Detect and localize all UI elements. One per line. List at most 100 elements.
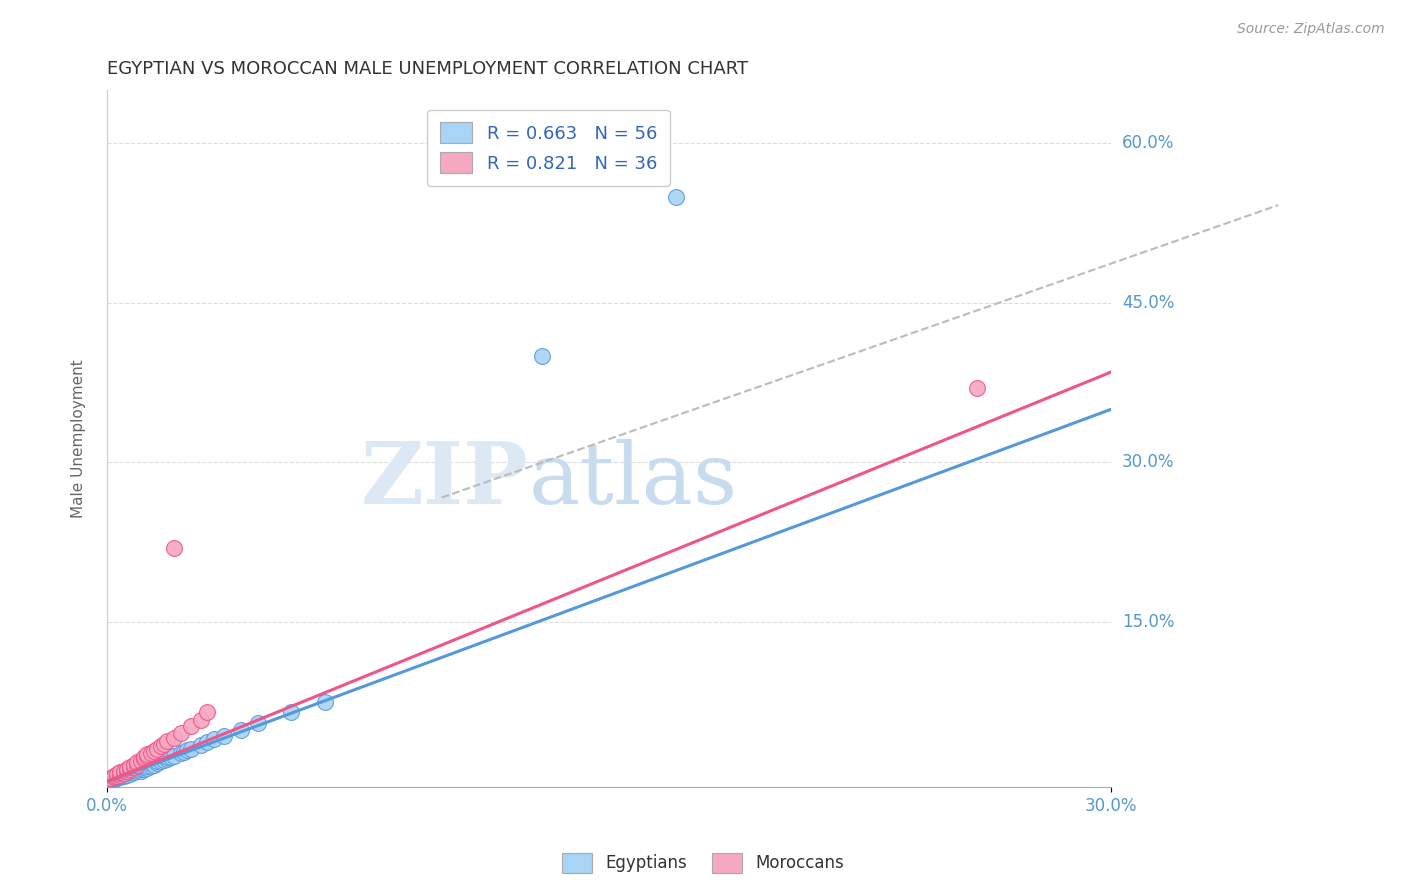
Point xyxy=(115,764,138,779)
Point xyxy=(146,754,169,768)
Text: atlas: atlas xyxy=(529,439,738,522)
Legend: Egyptians, Moroccans: Egyptians, Moroccans xyxy=(555,847,851,880)
Point xyxy=(156,752,179,766)
Point xyxy=(105,772,128,786)
Point xyxy=(103,770,125,784)
Point xyxy=(136,749,159,764)
Point xyxy=(170,725,193,739)
Point xyxy=(156,750,179,764)
Point xyxy=(127,756,149,770)
Point xyxy=(105,769,128,783)
Point xyxy=(103,769,125,783)
Point xyxy=(163,749,186,764)
Point xyxy=(197,735,219,749)
Point xyxy=(180,741,202,756)
Point xyxy=(110,766,132,780)
Point xyxy=(149,754,172,768)
Point xyxy=(103,772,125,786)
Point xyxy=(105,767,128,781)
Point xyxy=(156,734,179,748)
Point xyxy=(112,769,135,783)
Point xyxy=(115,762,138,776)
Point xyxy=(127,757,149,772)
Point xyxy=(120,767,142,781)
Point xyxy=(149,739,172,754)
Point xyxy=(112,766,135,780)
Point xyxy=(665,189,688,203)
Text: 15.0%: 15.0% xyxy=(1122,613,1174,631)
Point xyxy=(122,757,145,772)
Point xyxy=(531,349,554,363)
Point xyxy=(142,757,165,772)
Point xyxy=(170,746,193,760)
Point xyxy=(110,767,132,781)
Point xyxy=(112,767,135,781)
Point xyxy=(173,745,195,759)
Point xyxy=(163,731,186,745)
Point xyxy=(136,758,159,772)
Point xyxy=(197,706,219,720)
Point xyxy=(190,713,212,727)
Point xyxy=(129,764,152,778)
Text: 60.0%: 60.0% xyxy=(1122,135,1174,153)
Text: 30.0%: 30.0% xyxy=(1122,453,1174,472)
Point xyxy=(115,764,138,778)
Point xyxy=(180,719,202,733)
Point xyxy=(129,759,152,773)
Text: 45.0%: 45.0% xyxy=(1122,294,1174,312)
Point xyxy=(129,754,152,768)
Point xyxy=(129,762,152,776)
Point xyxy=(110,764,132,779)
Point xyxy=(100,772,122,786)
Point xyxy=(146,756,169,771)
Point xyxy=(132,750,155,764)
Point xyxy=(146,741,169,756)
Point xyxy=(122,764,145,779)
Point xyxy=(153,737,176,751)
Point xyxy=(159,750,181,764)
Point xyxy=(120,759,142,773)
Point xyxy=(105,769,128,783)
Legend: R = 0.663   N = 56, R = 0.821   N = 36: R = 0.663 N = 56, R = 0.821 N = 36 xyxy=(427,110,669,186)
Point xyxy=(110,769,132,783)
Point xyxy=(229,723,252,738)
Point xyxy=(132,752,155,766)
Point xyxy=(127,762,149,776)
Point xyxy=(132,759,155,773)
Point xyxy=(127,764,149,778)
Point xyxy=(176,742,198,756)
Point xyxy=(136,761,159,775)
Text: Source: ZipAtlas.com: Source: ZipAtlas.com xyxy=(1237,22,1385,37)
Point xyxy=(280,706,302,720)
Point xyxy=(120,762,142,776)
Point xyxy=(314,695,336,709)
Point xyxy=(163,541,186,555)
Point xyxy=(105,768,128,782)
Point xyxy=(115,766,138,780)
Point xyxy=(212,729,235,743)
Point xyxy=(110,768,132,782)
Point xyxy=(100,772,122,787)
Point xyxy=(112,764,135,778)
Point xyxy=(202,731,225,746)
Point xyxy=(122,759,145,773)
Point xyxy=(139,758,162,772)
Text: ZIP: ZIP xyxy=(361,438,529,523)
Text: EGYPTIAN VS MOROCCAN MALE UNEMPLOYMENT CORRELATION CHART: EGYPTIAN VS MOROCCAN MALE UNEMPLOYMENT C… xyxy=(107,60,748,78)
Point xyxy=(132,762,155,776)
Point xyxy=(112,766,135,780)
Point xyxy=(103,772,125,787)
Point xyxy=(112,768,135,782)
Point xyxy=(120,763,142,777)
Point xyxy=(110,770,132,784)
Point xyxy=(966,381,988,395)
Point xyxy=(139,746,162,760)
Point xyxy=(105,770,128,784)
Point xyxy=(246,716,269,731)
Point xyxy=(122,763,145,777)
Point xyxy=(142,744,165,758)
Point xyxy=(153,753,176,767)
Point xyxy=(136,747,159,761)
Point xyxy=(139,756,162,771)
Point xyxy=(190,739,212,753)
